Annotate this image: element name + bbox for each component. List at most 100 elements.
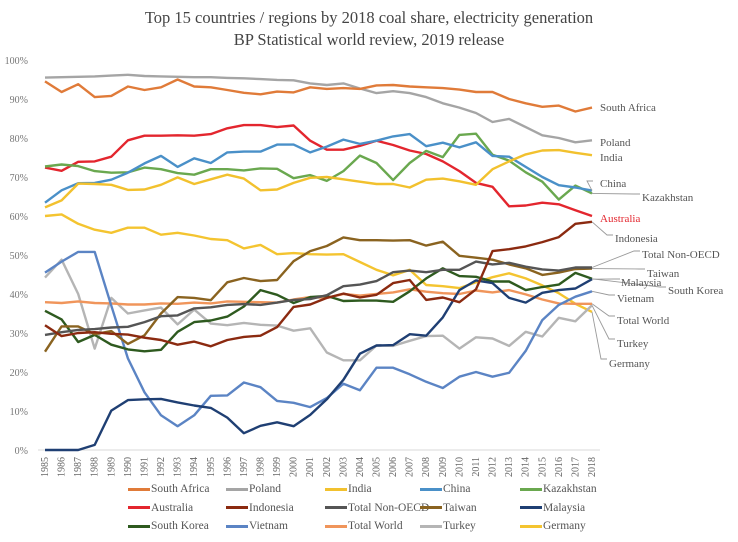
x-tick-label: 1995	[206, 457, 217, 477]
end-label: India	[600, 152, 623, 164]
legend-item: Poland	[226, 483, 281, 495]
legend-swatch	[128, 506, 150, 509]
series-line-australia	[44, 123, 593, 218]
x-tick-label: 1992	[156, 457, 167, 477]
y-tick-label: 30%	[10, 329, 28, 340]
leader-line	[586, 180, 593, 191]
series-line-total-non-oecd	[44, 260, 592, 337]
y-axis: 0% 10% 20% 30% 40% 50% 60% 70% 80% 90% 100%	[5, 56, 28, 457]
legend-label: Vietnam	[249, 520, 288, 532]
legend-item: China	[420, 483, 470, 495]
legend-item: Total Non-OECD	[325, 502, 429, 514]
x-tick-label: 2017	[570, 457, 581, 477]
legend-item: Indonesia	[226, 502, 294, 514]
legend-swatch	[420, 506, 442, 509]
legend-item: Germany	[520, 520, 586, 532]
legend-label: Kazakhstan	[543, 483, 597, 495]
legend-label: Total Non-OECD	[348, 501, 430, 514]
legend-item: Total World	[325, 520, 403, 532]
series-line-indonesia	[44, 220, 593, 348]
legend-swatch	[325, 487, 347, 491]
legend-swatch	[420, 487, 442, 491]
end-label: Total Non-OECD	[642, 249, 720, 261]
series-line-south-africa	[44, 78, 593, 113]
legend-swatch	[520, 506, 542, 509]
end-label: Turkey	[617, 338, 649, 350]
legend-label: South Korea	[151, 520, 209, 532]
y-tick-label: 60%	[10, 212, 28, 223]
end-label: Indonesia	[615, 233, 658, 245]
y-tick-label: 0%	[15, 446, 28, 457]
series-line-vietnam	[44, 250, 593, 428]
legend-label: Malaysia	[543, 501, 586, 514]
legend-label: South Africa	[151, 483, 210, 495]
legend-swatch	[226, 487, 248, 491]
legend-swatch	[325, 524, 347, 528]
x-tick-label: 1994	[189, 457, 200, 477]
end-label: Australia	[600, 213, 640, 225]
legend-swatch	[325, 506, 347, 509]
legend-label: Indonesia	[249, 501, 294, 514]
end-label: South Korea	[668, 285, 723, 297]
x-tick-label: 2000	[289, 457, 300, 477]
legend-label: Turkey	[443, 520, 476, 532]
end-label: Kazakhstan	[642, 192, 694, 204]
leader-line	[591, 311, 607, 360]
end-label: Germany	[609, 358, 650, 370]
series-line-turkey	[44, 258, 593, 362]
end-label: Poland	[600, 137, 631, 149]
series-line-china	[44, 132, 593, 204]
x-tick-label: 2001	[305, 457, 316, 477]
x-tick-label: 1989	[106, 457, 117, 477]
x-tick-label: 1997	[239, 457, 250, 477]
end-label: Vietnam	[617, 293, 655, 305]
x-tick-label: 2006	[388, 457, 399, 477]
legend-item: Taiwan	[420, 502, 477, 514]
x-tick-label: 1991	[139, 457, 150, 477]
x-tick-label: 2005	[372, 457, 383, 477]
legend-swatch	[128, 524, 150, 528]
y-tick-label: 20%	[10, 368, 28, 379]
x-tick-label: 1990	[123, 457, 134, 477]
x-tick-label: 2012	[488, 457, 499, 477]
legend-label: India	[348, 483, 372, 495]
x-tick-label: 2004	[355, 457, 366, 477]
legend-item: India	[325, 483, 372, 495]
series-line-malaysia	[45, 278, 593, 452]
x-tick-label: 1996	[222, 457, 233, 477]
x-tick-label: 2007	[405, 457, 416, 477]
leader-line	[591, 278, 666, 288]
x-tick-label: 2013	[504, 457, 515, 477]
x-tick-label: 2008	[421, 457, 432, 477]
series-lines	[43, 73, 593, 452]
x-tick-label: 1986	[57, 457, 68, 477]
legend-label: Total World	[348, 520, 403, 532]
end-label-leaders	[586, 180, 666, 360]
legend-swatch	[226, 506, 248, 509]
x-tick-label: 1985	[40, 457, 51, 477]
legend-swatch	[520, 487, 542, 491]
end-label: South Africa	[600, 102, 656, 114]
legend-item: South Africa	[128, 483, 209, 495]
legend-label: Poland	[249, 483, 281, 495]
y-tick-label: 100%	[5, 56, 28, 67]
legend-item: Kazakhstan	[520, 483, 597, 495]
legend-item: South Korea	[128, 520, 209, 532]
x-tick-label: 2002	[322, 457, 333, 477]
legend-swatch	[128, 487, 150, 491]
y-tick-label: 40%	[10, 290, 28, 301]
y-tick-label: 90%	[10, 95, 28, 106]
y-tick-label: 10%	[10, 407, 28, 418]
x-tick-label: 2018	[587, 457, 598, 477]
legend-label: China	[443, 483, 471, 495]
legend-swatch	[420, 524, 442, 528]
legend-item: Turkey	[420, 520, 476, 532]
legend-swatch	[520, 524, 542, 528]
x-tick-label: 2010	[454, 457, 465, 477]
x-tick-label: 1998	[255, 457, 266, 477]
leader-line	[591, 303, 615, 317]
legend-item: Malaysia	[520, 502, 585, 514]
legend-label: Australia	[151, 501, 194, 514]
x-tick-label: 1999	[272, 457, 283, 477]
